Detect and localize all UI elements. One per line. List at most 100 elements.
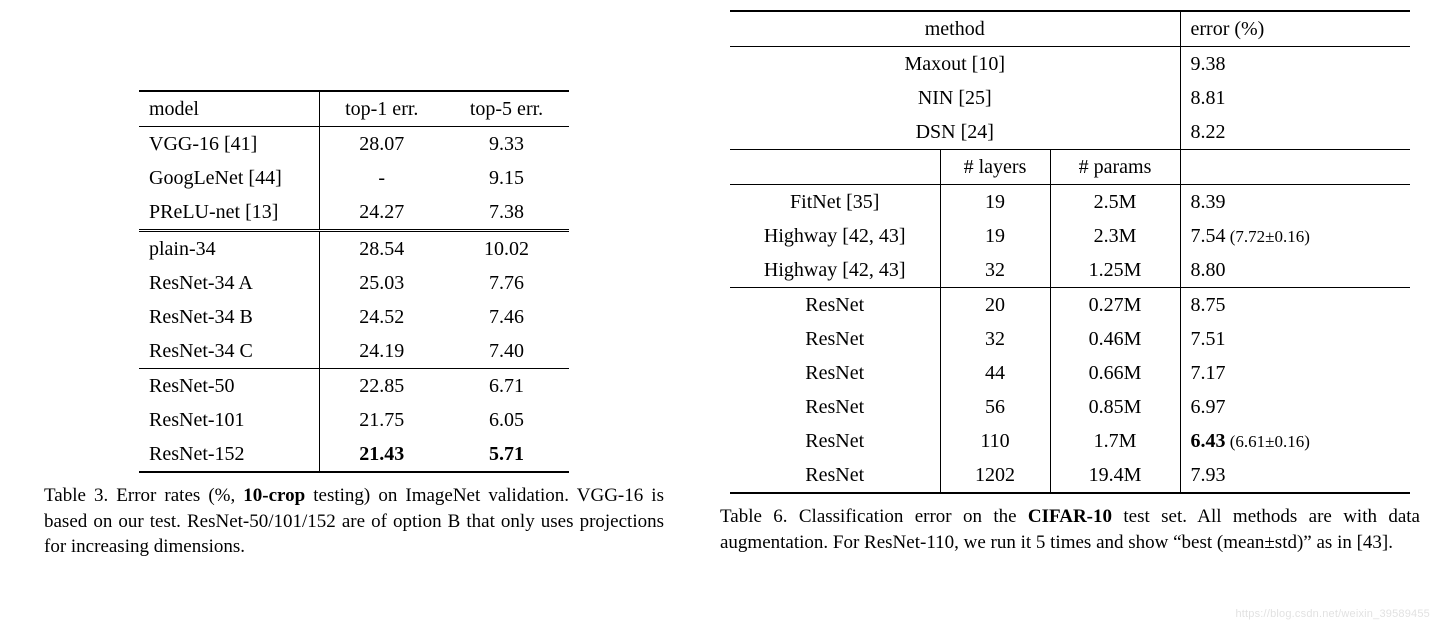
error-cell: 7.54 (7.72±0.16)	[1180, 219, 1410, 253]
top1-cell: 21.43	[319, 437, 444, 472]
error-cell: 7.93	[1180, 458, 1410, 493]
error-cell: 8.75	[1180, 288, 1410, 323]
error-cell: 8.39	[1180, 185, 1410, 220]
error-cell: 7.51	[1180, 322, 1410, 356]
table-row: ResNet200.27M8.75	[730, 288, 1410, 323]
table-row: ResNet440.66M7.17	[730, 356, 1410, 390]
table-row: Highway [42, 43]321.25M8.80	[730, 253, 1410, 288]
table-row: PReLU-net [13]24.277.38	[139, 195, 569, 231]
table6-subheader-error-blank	[1180, 150, 1410, 185]
table3-header-model: model	[139, 91, 319, 127]
error-cell: 6.43 (6.61±0.16)	[1180, 424, 1410, 458]
table3: model top-1 err. top-5 err. VGG-16 [41]2…	[139, 90, 569, 473]
top5-cell: 7.38	[444, 195, 569, 231]
table-row: ResNet-34 A25.037.76	[139, 266, 569, 300]
model-cell: GoogLeNet [44]	[139, 161, 319, 195]
table6-caption: Table 6. Classification error on the CIF…	[720, 504, 1420, 555]
model-cell: ResNet-50	[139, 369, 319, 404]
error-cell: 9.38	[1180, 47, 1410, 82]
layers-cell: 56	[940, 390, 1050, 424]
layers-cell: 19	[940, 219, 1050, 253]
table3-caption-bold: 10-crop	[243, 485, 305, 506]
model-cell: plain-34	[139, 231, 319, 267]
params-cell: 0.66M	[1050, 356, 1180, 390]
model-cell: PReLU-net [13]	[139, 195, 319, 231]
method-cell: ResNet	[730, 424, 940, 458]
table-row: Highway [42, 43]192.3M7.54 (7.72±0.16)	[730, 219, 1410, 253]
table3-column: model top-1 err. top-5 err. VGG-16 [41]2…	[44, 0, 664, 579]
model-cell: ResNet-34 C	[139, 334, 319, 369]
model-cell: ResNet-34 B	[139, 300, 319, 334]
table-row: plain-3428.5410.02	[139, 231, 569, 267]
params-cell: 2.3M	[1050, 219, 1180, 253]
table3-caption-pre: Table 3. Error rates (%,	[44, 485, 243, 506]
top1-cell: 25.03	[319, 266, 444, 300]
table3-header-top5: top-5 err.	[444, 91, 569, 127]
table3-header-top1: top-1 err.	[319, 91, 444, 127]
table-row: ResNet1101.7M6.43 (6.61±0.16)	[730, 424, 1410, 458]
method-cell: Maxout [10]	[730, 47, 1180, 82]
layers-cell: 20	[940, 288, 1050, 323]
params-cell: 0.27M	[1050, 288, 1180, 323]
params-cell: 1.7M	[1050, 424, 1180, 458]
method-cell: Highway [42, 43]	[730, 219, 940, 253]
table6-caption-pre: Table 6. Classification error on the	[720, 506, 1028, 527]
table-row: ResNet-34 B24.527.46	[139, 300, 569, 334]
table-row: ResNet320.46M7.51	[730, 322, 1410, 356]
params-cell: 0.46M	[1050, 322, 1180, 356]
method-cell: Highway [42, 43]	[730, 253, 940, 288]
table6-column: method error (%) Maxout [10]9.38NIN [25]…	[720, 0, 1420, 574]
top5-cell: 5.71	[444, 437, 569, 472]
table-row: ResNet560.85M6.97	[730, 390, 1410, 424]
model-cell: VGG-16 [41]	[139, 127, 319, 162]
top5-cell: 7.46	[444, 300, 569, 334]
top1-cell: -	[319, 161, 444, 195]
layers-cell: 32	[940, 322, 1050, 356]
top5-cell: 10.02	[444, 231, 569, 267]
top5-cell: 9.33	[444, 127, 569, 162]
table6-header-error: error (%)	[1180, 11, 1410, 47]
method-cell: NIN [25]	[730, 81, 1180, 115]
table3-caption: Table 3. Error rates (%, 10-crop testing…	[44, 483, 664, 560]
top5-cell: 6.05	[444, 403, 569, 437]
top5-cell: 7.76	[444, 266, 569, 300]
method-cell: DSN [24]	[730, 115, 1180, 150]
table-row: ResNet120219.4M7.93	[730, 458, 1410, 493]
top1-cell: 24.52	[319, 300, 444, 334]
method-cell: ResNet	[730, 322, 940, 356]
table-row: GoogLeNet [44]-9.15	[139, 161, 569, 195]
table6-subheader-row: # layers # params	[730, 150, 1410, 185]
table3-header-row: model top-1 err. top-5 err.	[139, 91, 569, 127]
table-row: ResNet-5022.856.71	[139, 369, 569, 404]
layers-cell: 110	[940, 424, 1050, 458]
method-cell: ResNet	[730, 288, 940, 323]
layers-cell: 32	[940, 253, 1050, 288]
top5-cell: 6.71	[444, 369, 569, 404]
params-cell: 1.25M	[1050, 253, 1180, 288]
top1-cell: 21.75	[319, 403, 444, 437]
model-cell: ResNet-34 A	[139, 266, 319, 300]
params-cell: 0.85M	[1050, 390, 1180, 424]
method-cell: FitNet [35]	[730, 185, 940, 220]
top1-cell: 22.85	[319, 369, 444, 404]
error-cell: 8.80	[1180, 253, 1410, 288]
table-row: ResNet-10121.756.05	[139, 403, 569, 437]
top1-cell: 24.19	[319, 334, 444, 369]
table-row: NIN [25]8.81	[730, 81, 1410, 115]
method-cell: ResNet	[730, 458, 940, 493]
table-row: ResNet-34 C24.197.40	[139, 334, 569, 369]
table-row: VGG-16 [41]28.079.33	[139, 127, 569, 162]
table6-caption-bold: CIFAR-10	[1028, 506, 1112, 527]
layers-cell: 1202	[940, 458, 1050, 493]
method-cell: ResNet	[730, 390, 940, 424]
model-cell: ResNet-152	[139, 437, 319, 472]
error-cell: 8.81	[1180, 81, 1410, 115]
top5-cell: 9.15	[444, 161, 569, 195]
params-cell: 19.4M	[1050, 458, 1180, 493]
table6-header-row-1: method error (%)	[730, 11, 1410, 47]
method-cell: ResNet	[730, 356, 940, 390]
params-cell: 2.5M	[1050, 185, 1180, 220]
top5-cell: 7.40	[444, 334, 569, 369]
table-row: FitNet [35]192.5M8.39	[730, 185, 1410, 220]
table6: method error (%) Maxout [10]9.38NIN [25]…	[730, 10, 1410, 494]
